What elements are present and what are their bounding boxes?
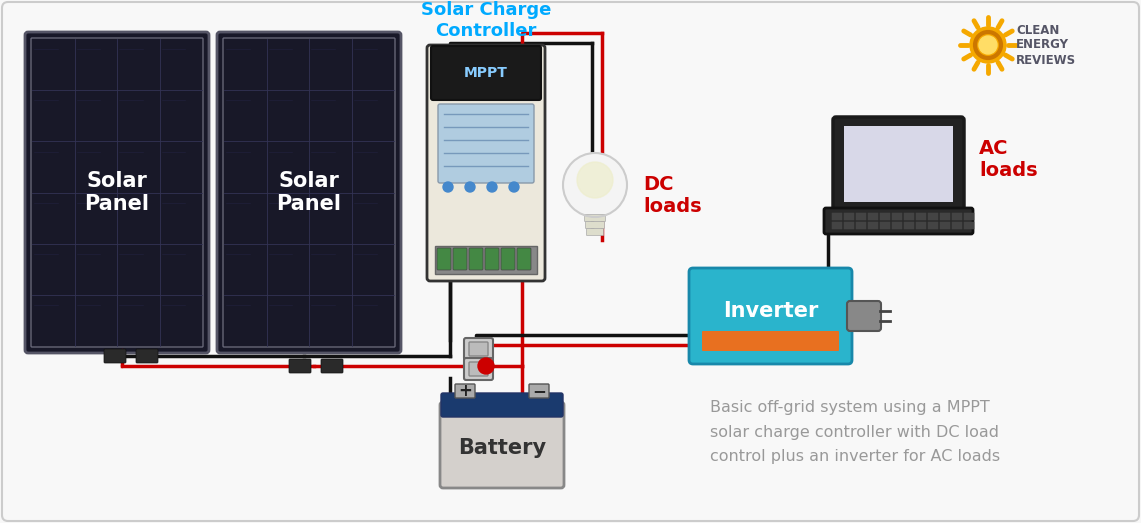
FancyBboxPatch shape xyxy=(916,222,926,229)
Text: Solar
Panel: Solar Panel xyxy=(276,171,341,214)
FancyBboxPatch shape xyxy=(892,222,903,229)
FancyBboxPatch shape xyxy=(469,248,483,270)
FancyBboxPatch shape xyxy=(31,38,203,347)
FancyBboxPatch shape xyxy=(438,104,534,183)
FancyBboxPatch shape xyxy=(464,358,493,380)
FancyBboxPatch shape xyxy=(584,214,606,222)
FancyBboxPatch shape xyxy=(833,117,964,213)
FancyBboxPatch shape xyxy=(824,208,973,234)
Circle shape xyxy=(443,182,453,192)
FancyBboxPatch shape xyxy=(469,362,488,376)
Circle shape xyxy=(979,36,997,54)
FancyBboxPatch shape xyxy=(440,402,564,488)
FancyBboxPatch shape xyxy=(928,213,938,220)
Text: Solar Charge
Controller: Solar Charge Controller xyxy=(421,1,551,40)
FancyBboxPatch shape xyxy=(880,213,890,220)
FancyBboxPatch shape xyxy=(321,359,343,373)
FancyBboxPatch shape xyxy=(689,268,852,364)
Text: Battery: Battery xyxy=(458,438,547,458)
Circle shape xyxy=(509,182,519,192)
FancyBboxPatch shape xyxy=(453,248,467,270)
FancyBboxPatch shape xyxy=(464,338,493,360)
FancyBboxPatch shape xyxy=(217,32,400,353)
FancyBboxPatch shape xyxy=(928,222,938,229)
FancyBboxPatch shape xyxy=(517,248,531,270)
FancyBboxPatch shape xyxy=(867,213,879,220)
Text: −: − xyxy=(532,382,545,400)
Circle shape xyxy=(563,153,628,217)
FancyBboxPatch shape xyxy=(843,213,855,220)
FancyBboxPatch shape xyxy=(136,349,157,363)
FancyBboxPatch shape xyxy=(104,349,126,363)
FancyBboxPatch shape xyxy=(964,222,974,229)
FancyBboxPatch shape xyxy=(904,222,914,229)
Circle shape xyxy=(478,358,494,374)
FancyBboxPatch shape xyxy=(427,45,545,281)
FancyBboxPatch shape xyxy=(892,213,903,220)
FancyBboxPatch shape xyxy=(529,384,549,398)
FancyBboxPatch shape xyxy=(964,213,974,220)
FancyBboxPatch shape xyxy=(940,213,950,220)
FancyBboxPatch shape xyxy=(222,38,395,347)
Circle shape xyxy=(487,182,497,192)
FancyBboxPatch shape xyxy=(442,393,563,417)
FancyBboxPatch shape xyxy=(867,222,879,229)
FancyBboxPatch shape xyxy=(880,222,890,229)
FancyBboxPatch shape xyxy=(952,213,962,220)
FancyBboxPatch shape xyxy=(940,222,950,229)
Circle shape xyxy=(577,162,613,198)
Text: DC
loads: DC loads xyxy=(644,175,702,215)
FancyBboxPatch shape xyxy=(469,342,488,356)
FancyBboxPatch shape xyxy=(289,359,311,373)
Text: MPPT: MPPT xyxy=(464,66,508,80)
FancyBboxPatch shape xyxy=(585,222,605,229)
Circle shape xyxy=(466,182,475,192)
Text: +: + xyxy=(458,382,472,400)
FancyBboxPatch shape xyxy=(702,331,839,351)
Text: Inverter: Inverter xyxy=(722,301,818,321)
FancyBboxPatch shape xyxy=(501,248,515,270)
FancyBboxPatch shape xyxy=(916,213,926,220)
Text: CLEAN
ENERGY
REVIEWS: CLEAN ENERGY REVIEWS xyxy=(1015,24,1076,66)
FancyBboxPatch shape xyxy=(431,46,541,100)
Circle shape xyxy=(970,27,1006,63)
FancyBboxPatch shape xyxy=(586,229,604,235)
FancyBboxPatch shape xyxy=(435,246,537,274)
FancyBboxPatch shape xyxy=(832,222,842,229)
FancyBboxPatch shape xyxy=(856,213,866,220)
Text: AC
loads: AC loads xyxy=(979,140,1037,180)
FancyBboxPatch shape xyxy=(952,222,962,229)
FancyBboxPatch shape xyxy=(832,213,842,220)
FancyBboxPatch shape xyxy=(847,301,881,331)
FancyBboxPatch shape xyxy=(844,126,953,202)
FancyBboxPatch shape xyxy=(843,222,855,229)
Text: Basic off-grid system using a MPPT
solar charge controller with DC load
control : Basic off-grid system using a MPPT solar… xyxy=(710,400,1001,464)
FancyBboxPatch shape xyxy=(904,213,914,220)
FancyBboxPatch shape xyxy=(437,248,451,270)
Text: Solar
Panel: Solar Panel xyxy=(84,171,149,214)
FancyBboxPatch shape xyxy=(455,384,475,398)
FancyBboxPatch shape xyxy=(25,32,209,353)
FancyBboxPatch shape xyxy=(485,248,499,270)
FancyBboxPatch shape xyxy=(856,222,866,229)
